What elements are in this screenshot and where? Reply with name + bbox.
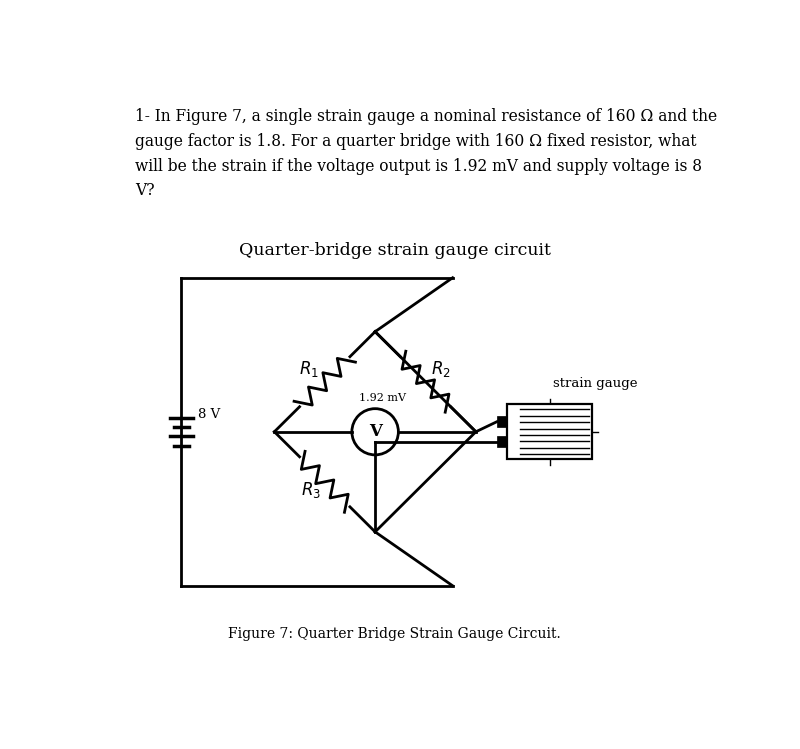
Text: V?: V?: [135, 182, 154, 199]
Text: $R_3$: $R_3$: [301, 479, 321, 500]
FancyBboxPatch shape: [497, 416, 507, 427]
FancyBboxPatch shape: [497, 437, 507, 447]
Text: $R_1$: $R_1$: [299, 359, 319, 379]
Text: gauge factor is 1.8. For a quarter bridge with 160 Ω fixed resistor, what: gauge factor is 1.8. For a quarter bridg…: [135, 133, 696, 150]
Text: Quarter-bridge strain gauge circuit: Quarter-bridge strain gauge circuit: [238, 241, 550, 258]
Text: 1- In Figure 7, a single strain gauge a nominal resistance of 160 Ω and the: 1- In Figure 7, a single strain gauge a …: [135, 109, 717, 125]
Text: will be the strain if the voltage output is 1.92 mV and supply voltage is 8: will be the strain if the voltage output…: [135, 157, 702, 175]
FancyBboxPatch shape: [507, 404, 592, 459]
Text: 1.92 mV: 1.92 mV: [359, 392, 406, 402]
Text: strain gauge: strain gauge: [554, 377, 638, 390]
Text: $R_2$: $R_2$: [431, 359, 450, 379]
Text: Figure 7: Quarter Bridge Strain Gauge Circuit.: Figure 7: Quarter Bridge Strain Gauge Ci…: [228, 627, 561, 641]
Text: V: V: [369, 423, 382, 440]
Text: 8 V: 8 V: [198, 408, 221, 422]
